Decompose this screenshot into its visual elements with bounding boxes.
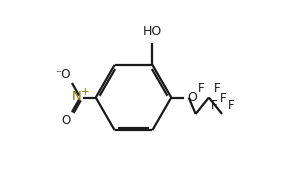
Text: F: F [211,99,218,112]
Text: F: F [197,82,204,95]
Text: F: F [214,82,220,95]
Text: F: F [227,99,234,112]
Text: ⁻O: ⁻O [55,68,71,81]
Text: F: F [220,92,227,105]
Text: N: N [71,90,81,103]
Text: O: O [187,91,197,104]
Text: O: O [62,114,71,127]
Text: +: + [80,87,89,97]
Text: HO: HO [143,25,162,38]
